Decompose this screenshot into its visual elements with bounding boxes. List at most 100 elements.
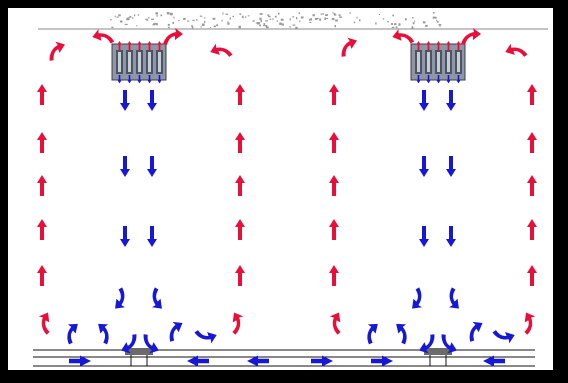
ceiling-speckle (338, 14, 341, 17)
ceiling-speckle (239, 13, 242, 15)
unit-fin-highlight (128, 52, 131, 72)
ceiling-speckle (267, 14, 270, 16)
ceiling-speckle (148, 16, 150, 19)
ceiling-speckle (160, 14, 163, 17)
ceiling-speckle (353, 21, 356, 24)
ceiling-speckle (289, 18, 291, 21)
ceiling-speckle (255, 22, 259, 24)
ceiling-units (111, 41, 466, 84)
ceiling-speckle (322, 13, 324, 15)
ceiling-speckle (131, 17, 134, 19)
ceiling-speckle (259, 17, 262, 21)
ceiling-speckle (349, 12, 351, 14)
ceiling-speckle (129, 15, 132, 18)
ceiling-speckle (356, 16, 358, 19)
ceiling-speckle (434, 16, 437, 19)
ceiling-speckle (274, 15, 277, 18)
floor-diffuser-icon (125, 348, 153, 355)
ceiling-speckle (315, 18, 318, 20)
ceiling-speckle (137, 14, 140, 16)
ceiling-speckle (265, 20, 268, 22)
ceiling-speckle (245, 16, 247, 18)
ceiling-speckle (265, 25, 268, 27)
ceiling-speckle (317, 17, 319, 19)
ceiling-speckle (292, 24, 296, 26)
ceiling-speckle (436, 19, 438, 22)
ceiling-speckle (134, 14, 136, 17)
ceiling-speckle (156, 15, 159, 17)
ceiling-speckle (166, 12, 170, 15)
ceiling-speckle (414, 20, 416, 22)
ceiling-speckle (298, 12, 301, 14)
ceiling-speckle (191, 26, 194, 29)
ceiling-speckle (187, 20, 190, 22)
ceiling-texture (110, 12, 442, 29)
ceiling-speckle (227, 22, 230, 25)
ceiling-speckle (404, 18, 407, 21)
ceiling-speckle (335, 19, 338, 22)
ceiling-speckle (438, 24, 442, 26)
ceiling-speckle (153, 22, 156, 24)
ceiling-speckle (227, 21, 229, 24)
ceiling-speckle (333, 13, 336, 15)
ceiling-speckle (201, 23, 205, 26)
ceiling-cooling-unit-icon (410, 41, 466, 84)
ceiling-speckle (295, 26, 298, 29)
ceiling-speckle (395, 26, 398, 29)
ceiling-speckle (280, 18, 284, 21)
unit-fin-highlight (158, 52, 161, 72)
ceiling-speckle (382, 18, 385, 20)
ceiling-speckle (269, 18, 272, 20)
ceiling-speckle (272, 18, 274, 21)
ceiling-speckle (331, 17, 335, 21)
ceiling-speckle (300, 16, 304, 19)
ceiling-speckle (359, 19, 361, 22)
unit-fin-highlight (457, 52, 460, 72)
ceiling-speckle (432, 16, 436, 19)
ceiling-speckle (232, 15, 234, 17)
ceiling-speckle (289, 26, 291, 28)
ceiling-speckle (200, 26, 202, 28)
unit-fin-highlight (447, 52, 450, 72)
ceiling-speckle (324, 17, 326, 20)
ceiling-speckle (111, 26, 114, 29)
ceiling-speckle (178, 19, 180, 21)
ceiling-speckle (252, 20, 255, 22)
ceiling-speckle (296, 17, 298, 20)
ceiling-speckle (386, 21, 389, 23)
ceiling-speckle (378, 14, 381, 15)
ceiling-speckle (238, 25, 241, 29)
ceiling-speckle (222, 12, 224, 15)
ceiling-speckle (394, 23, 397, 26)
ceiling-speckle (210, 27, 212, 28)
ceiling-speckle (124, 23, 128, 25)
ceiling-speckle (390, 23, 393, 25)
ceiling-speckle (204, 20, 206, 23)
ceiling-speckle (276, 20, 278, 22)
ceiling-speckle (152, 23, 156, 26)
ceiling-speckle (127, 17, 129, 20)
ceiling-speckle (398, 23, 401, 26)
ceiling-speckle (172, 21, 174, 24)
room-background (8, 8, 553, 370)
ceiling-speckle (114, 15, 116, 18)
ceiling-speckle (310, 18, 312, 21)
ceiling-speckle (391, 26, 395, 29)
ceiling-speckle (411, 26, 414, 29)
ceiling-speckle (439, 25, 441, 27)
ceiling-cooling-unit-icon (111, 41, 167, 84)
ceiling-speckle (334, 14, 337, 16)
ceiling-speckle (299, 20, 301, 23)
unit-fin-highlight (118, 52, 121, 72)
ceiling-speckle (257, 22, 260, 25)
ceiling-speckle (146, 19, 149, 21)
ceiling-speckle (260, 20, 262, 23)
ceiling-speckle (309, 18, 311, 22)
ceiling-speckle (199, 15, 203, 17)
ceiling-speckle (213, 25, 216, 28)
ceiling-speckle (110, 19, 112, 21)
ceiling-speckle (263, 25, 265, 27)
ceiling-speckle (120, 20, 123, 23)
ceiling-speckle (281, 23, 284, 26)
